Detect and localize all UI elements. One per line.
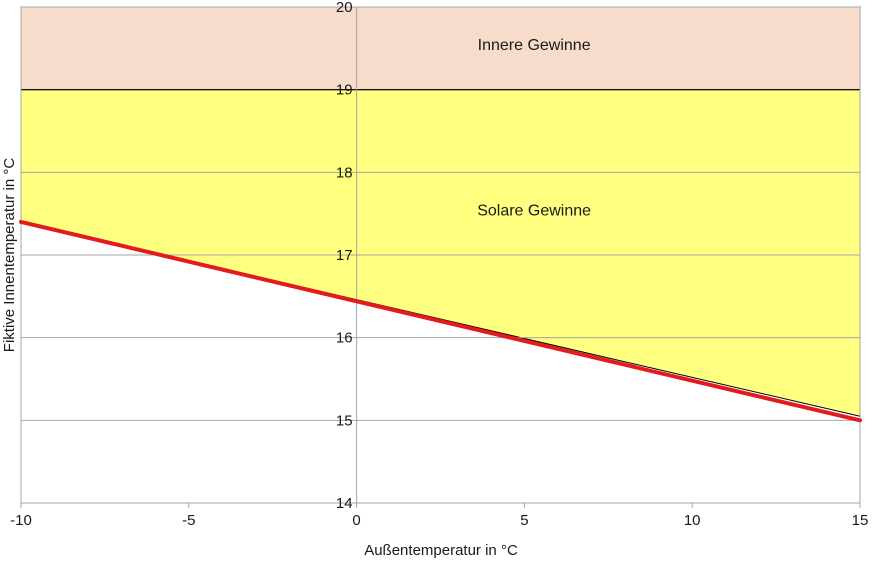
x-tick-label-10: 10	[684, 512, 701, 529]
x-tick-label-15: 15	[852, 512, 869, 529]
x-tick-label-0: 0	[352, 512, 360, 529]
y-tick-label-20: 20	[336, 0, 353, 16]
y-axis-title: Fiktive Innentemperatur in °C	[1, 158, 18, 353]
y-tick-label-16: 16	[336, 330, 353, 347]
x-tick-label--5: -5	[182, 512, 195, 529]
y-tick-label-18: 18	[336, 164, 353, 181]
axes	[20, 7, 861, 508]
y-tick-label-17: 17	[336, 247, 353, 264]
y-tick-label-14: 14	[336, 495, 353, 512]
areas-layer	[20, 6, 861, 417]
region-labels: Innere Gewinne Solare Gewinne	[477, 37, 591, 219]
region-label-innere-gewinne: Innere Gewinne	[478, 37, 591, 54]
y-tick-label-15: 15	[336, 412, 353, 429]
x-tick-label--10: -10	[10, 512, 32, 529]
series-layer	[19, 219, 862, 423]
x-axis-title: Außentemperatur in °C	[364, 542, 518, 559]
area-innere-gewinne	[20, 6, 861, 91]
y-tick-label-19: 19	[336, 82, 353, 99]
series-line-1	[19, 219, 862, 423]
tick-labels: 14 15 16 17 18 19 20 -10 -5 0 5 10 15	[10, 0, 868, 529]
x-tick-label-5: 5	[520, 512, 528, 529]
region-label-solare-gewinne: Solare Gewinne	[477, 203, 591, 220]
